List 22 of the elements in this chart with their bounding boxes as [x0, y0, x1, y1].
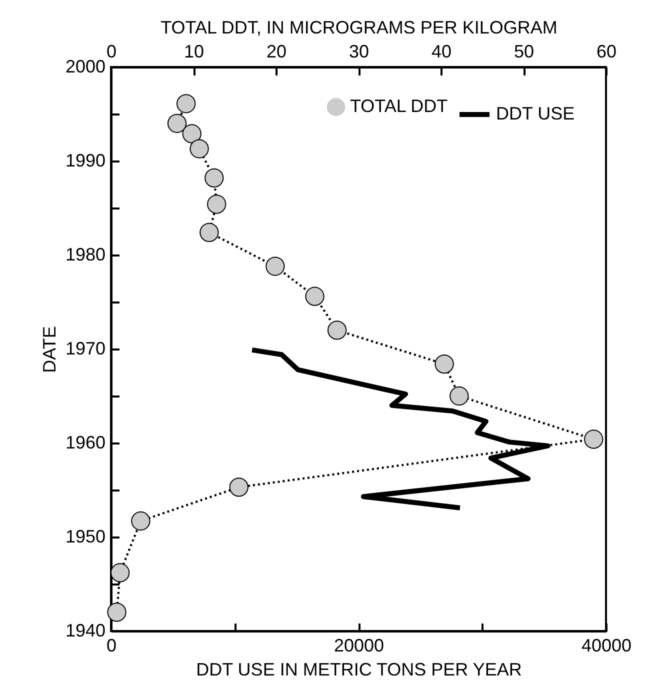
y-tick-label: 1990: [65, 150, 106, 170]
x2-tick-label: 40: [431, 42, 452, 62]
legend-label: DDT USE: [496, 104, 575, 124]
legend-label: TOTAL DDT: [350, 96, 448, 116]
y-tick-label: 1980: [65, 244, 106, 264]
x2-tick-label: 20: [266, 42, 287, 62]
y-tick-label: 1950: [65, 526, 106, 546]
x2-tick-label: 50: [514, 42, 534, 62]
x2-tick-label: 30: [348, 42, 370, 62]
x2-tick-label: 60: [596, 42, 617, 62]
y-tick-label: 1940: [65, 620, 106, 640]
x-tick-label: 20000: [334, 636, 384, 656]
y-tick-label: 2000: [65, 56, 106, 76]
x2-tick-label: 10: [184, 42, 204, 62]
y-axis-title: DATE: [39, 326, 60, 373]
y-tick-label: 1970: [65, 338, 106, 358]
y-tick-label: 1960: [65, 432, 106, 452]
x-tick-label: 0: [106, 636, 117, 656]
x-tick-label: 40000: [581, 636, 632, 656]
x2-tick-label: 0: [106, 42, 117, 62]
x2-axis-title: TOTAL DDT, IN MICROGRAMS PER KILOGRAM: [160, 18, 558, 38]
x-axis-title: DDT USE IN METRIC TONS PER YEAR: [196, 660, 522, 680]
